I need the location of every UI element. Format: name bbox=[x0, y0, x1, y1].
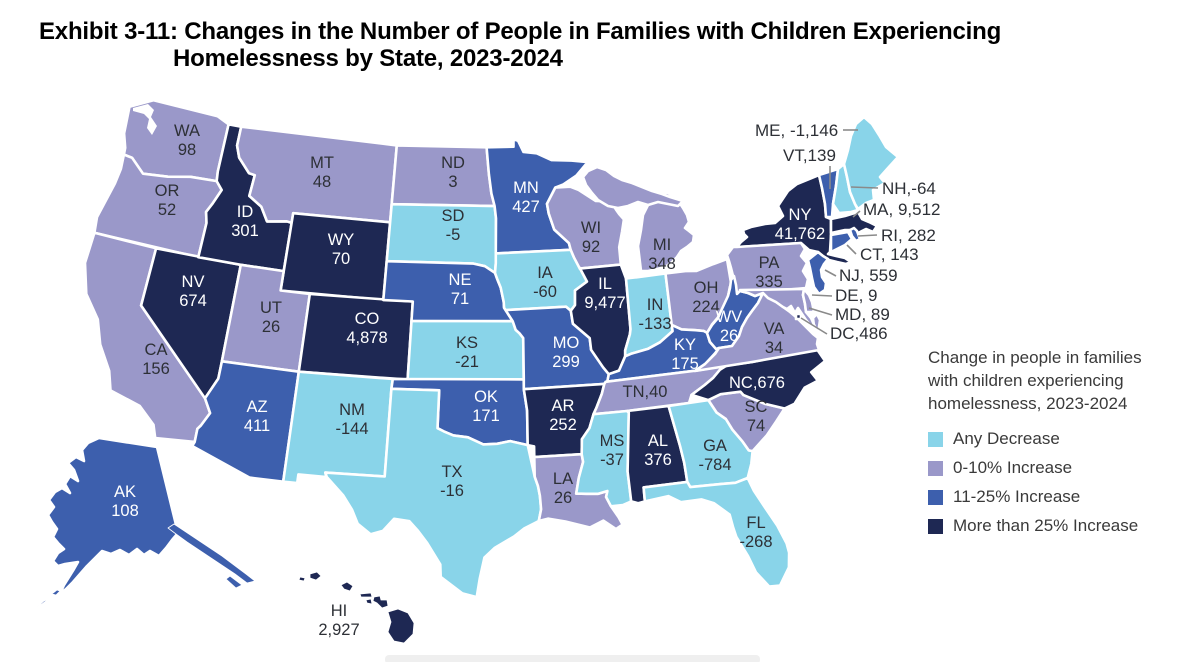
svg-text:OR: OR bbox=[155, 182, 180, 200]
svg-text:IN: IN bbox=[647, 296, 664, 314]
svg-text:427: 427 bbox=[512, 198, 540, 216]
svg-text:299: 299 bbox=[552, 353, 580, 371]
svg-text:9,477: 9,477 bbox=[584, 294, 625, 312]
svg-text:3: 3 bbox=[448, 173, 457, 191]
svg-text:AL: AL bbox=[648, 432, 668, 450]
svg-text:WY: WY bbox=[328, 231, 355, 249]
svg-text:26: 26 bbox=[554, 489, 572, 507]
svg-text:CA: CA bbox=[145, 341, 168, 359]
svg-text:335: 335 bbox=[755, 273, 783, 291]
svg-text:ID: ID bbox=[237, 203, 254, 221]
svg-text:CO: CO bbox=[355, 310, 380, 328]
svg-text:DE, 9: DE, 9 bbox=[835, 286, 878, 305]
svg-text:VT,139: VT,139 bbox=[783, 146, 836, 165]
svg-text:NM: NM bbox=[339, 401, 365, 419]
svg-text:CT, 143: CT, 143 bbox=[860, 245, 919, 264]
svg-text:WA: WA bbox=[174, 122, 200, 140]
svg-text:MN: MN bbox=[513, 179, 539, 197]
svg-text:-60: -60 bbox=[533, 283, 557, 301]
svg-text:GA: GA bbox=[703, 437, 727, 455]
svg-text:411: 411 bbox=[244, 417, 270, 435]
svg-text:AK: AK bbox=[114, 483, 136, 501]
svg-text:-21: -21 bbox=[455, 353, 479, 371]
svg-text:AR: AR bbox=[552, 397, 575, 415]
svg-text:KY: KY bbox=[674, 336, 696, 354]
svg-text:PA: PA bbox=[759, 254, 780, 272]
svg-text:OK: OK bbox=[474, 388, 498, 406]
svg-text:-784: -784 bbox=[698, 456, 731, 474]
svg-text:674: 674 bbox=[179, 292, 207, 310]
svg-text:70: 70 bbox=[332, 250, 350, 268]
svg-text:74: 74 bbox=[747, 417, 765, 435]
svg-text:26: 26 bbox=[720, 327, 738, 345]
svg-text:2,927: 2,927 bbox=[318, 621, 359, 639]
svg-text:NC,676: NC,676 bbox=[729, 374, 785, 392]
svg-text:HI: HI bbox=[331, 602, 348, 620]
svg-text:DC,486: DC,486 bbox=[830, 324, 888, 343]
svg-text:108: 108 bbox=[111, 502, 139, 520]
svg-text:RI, 282: RI, 282 bbox=[881, 226, 936, 245]
svg-text:252: 252 bbox=[549, 416, 577, 434]
svg-text:NJ, 559: NJ, 559 bbox=[839, 266, 898, 285]
svg-text:AZ: AZ bbox=[246, 398, 267, 416]
svg-text:VA: VA bbox=[764, 320, 785, 338]
svg-text:LA: LA bbox=[553, 470, 573, 488]
svg-text:348: 348 bbox=[648, 255, 676, 273]
svg-text:98: 98 bbox=[178, 141, 196, 159]
svg-text:-268: -268 bbox=[739, 533, 772, 551]
svg-text:-16: -16 bbox=[440, 482, 464, 500]
svg-text:MS: MS bbox=[600, 432, 625, 450]
svg-text:IL: IL bbox=[598, 275, 612, 293]
svg-text:92: 92 bbox=[582, 238, 600, 256]
svg-text:376: 376 bbox=[644, 451, 672, 469]
svg-text:48: 48 bbox=[313, 173, 331, 191]
svg-text:OH: OH bbox=[694, 279, 719, 297]
svg-text:IA: IA bbox=[537, 264, 553, 282]
svg-text:171: 171 bbox=[472, 407, 500, 425]
svg-text:NV: NV bbox=[182, 273, 205, 291]
svg-text:MO: MO bbox=[553, 334, 580, 352]
svg-text:TN,40: TN,40 bbox=[623, 383, 668, 401]
svg-text:ME, -1,146: ME, -1,146 bbox=[755, 121, 838, 140]
svg-text:MI: MI bbox=[653, 236, 671, 254]
svg-text:-5: -5 bbox=[446, 226, 461, 244]
svg-text:MD, 89: MD, 89 bbox=[835, 305, 890, 324]
svg-text:NE: NE bbox=[449, 271, 472, 289]
svg-text:71: 71 bbox=[451, 290, 469, 308]
svg-text:MA, 9,512: MA, 9,512 bbox=[863, 200, 941, 219]
svg-text:UT: UT bbox=[260, 299, 282, 317]
svg-text:FL: FL bbox=[746, 514, 765, 532]
svg-text:-144: -144 bbox=[335, 420, 368, 438]
svg-text:KS: KS bbox=[456, 334, 478, 352]
svg-text:NY: NY bbox=[789, 206, 812, 224]
svg-text:SC: SC bbox=[745, 398, 768, 416]
svg-text:26: 26 bbox=[262, 318, 280, 336]
svg-text:MT: MT bbox=[310, 154, 334, 172]
svg-text:301: 301 bbox=[231, 222, 259, 240]
svg-text:41,762: 41,762 bbox=[775, 225, 825, 243]
svg-text:4,878: 4,878 bbox=[346, 329, 387, 347]
svg-text:SD: SD bbox=[442, 207, 465, 225]
svg-text:34: 34 bbox=[765, 339, 783, 357]
svg-text:TX: TX bbox=[441, 463, 462, 481]
svg-text:WI: WI bbox=[581, 219, 601, 237]
svg-text:156: 156 bbox=[142, 360, 170, 378]
svg-text:52: 52 bbox=[158, 201, 176, 219]
svg-text:WV: WV bbox=[716, 308, 743, 326]
svg-text:-133: -133 bbox=[638, 315, 671, 333]
svg-text:NH,-64: NH,-64 bbox=[882, 179, 936, 198]
svg-text:-37: -37 bbox=[600, 451, 624, 469]
svg-text:224: 224 bbox=[692, 298, 720, 316]
svg-text:ND: ND bbox=[441, 154, 465, 172]
svg-text:175: 175 bbox=[671, 355, 699, 373]
